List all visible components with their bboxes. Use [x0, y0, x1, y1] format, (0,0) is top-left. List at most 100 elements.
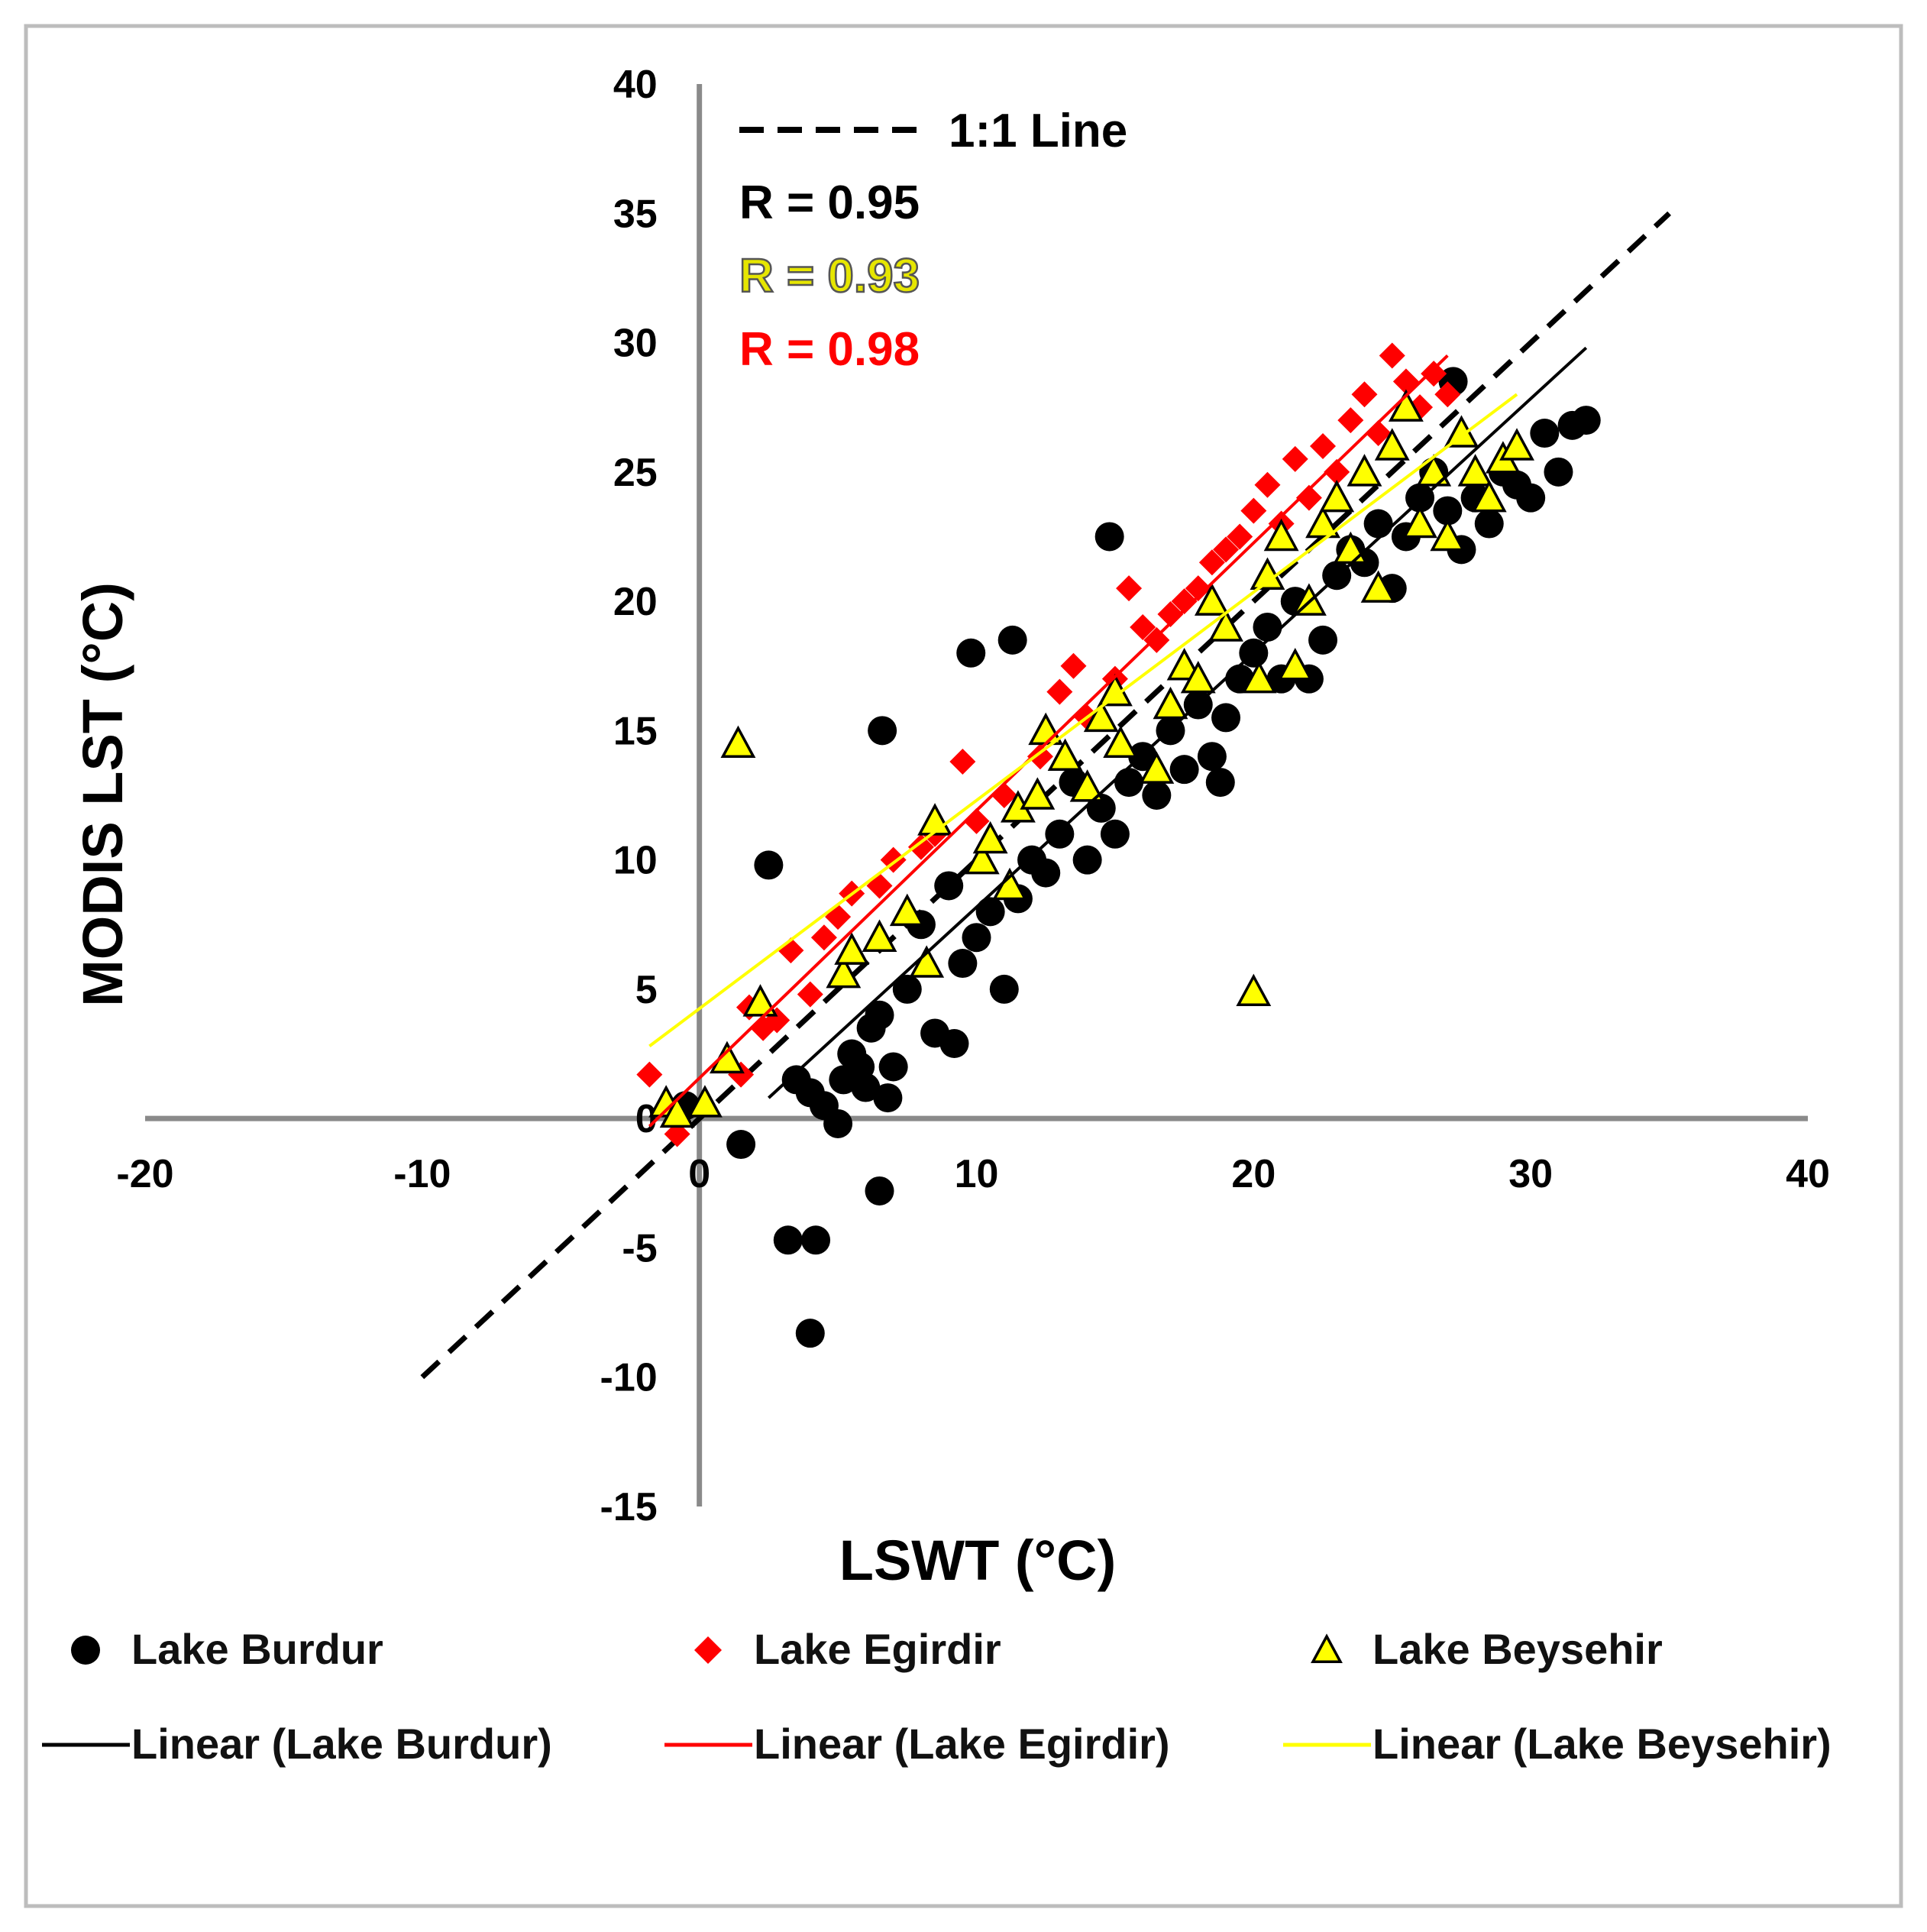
- annotation-label: 1:1 Line: [949, 105, 1127, 157]
- x-tick-label: -10: [393, 1152, 451, 1196]
- data-point: [1571, 406, 1601, 435]
- data-point: [1236, 973, 1272, 1007]
- data-points: [636, 342, 1601, 1348]
- data-point: [1020, 777, 1056, 810]
- data-point: [1360, 570, 1396, 603]
- y-tick-label: -15: [600, 1485, 658, 1529]
- data-point: [868, 716, 897, 746]
- data-point: [1337, 407, 1364, 434]
- data-point: [873, 1083, 903, 1113]
- data-point: [795, 1319, 825, 1348]
- x-tick-label: 30: [1508, 1152, 1553, 1196]
- data-point: [975, 897, 1005, 927]
- data-point: [742, 984, 778, 1017]
- legend-marker: [694, 1636, 722, 1664]
- y-axis-title: MODIS LST (°C): [71, 582, 134, 1007]
- data-point: [1263, 518, 1299, 552]
- data-point: [1282, 445, 1308, 472]
- data-point: [810, 924, 837, 951]
- data-point: [1171, 588, 1198, 615]
- data-point: [851, 1073, 881, 1102]
- data-point: [773, 1225, 803, 1255]
- data-point: [1379, 342, 1405, 369]
- data-point: [862, 919, 897, 952]
- data-point: [1457, 454, 1493, 487]
- data-point: [801, 1225, 831, 1255]
- data-point: [1416, 454, 1452, 487]
- data-point: [1072, 845, 1102, 875]
- data-point: [1130, 613, 1156, 640]
- data-point: [1116, 575, 1143, 602]
- data-point: [1421, 361, 1447, 387]
- legend: Lake Burdur Lake Egirdir Lake Beysehir Line…: [42, 1625, 1832, 1768]
- data-point: [1166, 648, 1202, 681]
- annotations: 1:1 Line R = 0.95 R = 0.93 R = 0.98: [739, 105, 1128, 376]
- legend-label: Lake Burdur: [131, 1625, 383, 1673]
- x-tick-label: 20: [1231, 1152, 1276, 1196]
- legend-label: Linear (Lake Burdur): [131, 1720, 552, 1768]
- data-point: [1433, 496, 1463, 526]
- data-point: [659, 1095, 695, 1128]
- data-point: [1324, 458, 1350, 485]
- trendlines: [648, 346, 1588, 1128]
- data-point: [865, 1176, 894, 1205]
- data-point: [1100, 819, 1130, 849]
- data-point: [1197, 742, 1227, 772]
- data-point: [1198, 549, 1225, 576]
- x-axis-title: LSWT (°C): [839, 1529, 1116, 1592]
- data-point: [1430, 518, 1466, 552]
- data-point: [1185, 575, 1211, 602]
- data-point: [720, 725, 756, 759]
- data-point: [1194, 583, 1230, 616]
- data-point: [1142, 781, 1172, 810]
- data-point: [865, 1000, 894, 1030]
- y-tick-label: 5: [635, 968, 658, 1012]
- trendline: [768, 346, 1588, 1099]
- data-point: [997, 625, 1027, 655]
- y-tick-label: 35: [613, 192, 658, 236]
- r-value-label: R = 0.93: [739, 250, 920, 303]
- data-point: [1308, 625, 1338, 655]
- axes: [145, 84, 1808, 1506]
- data-point: [1474, 509, 1504, 539]
- x-tick-label: 40: [1786, 1152, 1830, 1196]
- legend-label: Linear (Lake Beysehir): [1373, 1720, 1832, 1768]
- data-point: [1351, 381, 1378, 408]
- data-point: [687, 1085, 723, 1118]
- legend-marker: [71, 1636, 100, 1665]
- data-point: [1544, 457, 1573, 487]
- data-point: [956, 638, 986, 668]
- y-tick-label: -10: [600, 1356, 658, 1400]
- x-tick-label: 10: [955, 1152, 999, 1196]
- y-tick-label: 10: [613, 839, 658, 883]
- data-point: [1208, 609, 1243, 642]
- data-point: [1241, 660, 1277, 694]
- legend-label: Lake Beysehir: [1373, 1625, 1663, 1673]
- data-point: [963, 807, 990, 834]
- trendline: [648, 393, 1518, 1047]
- data-point: [636, 1061, 663, 1088]
- data-point: [1045, 819, 1075, 849]
- data-point: [1434, 381, 1461, 408]
- legend-marker: [1311, 1633, 1343, 1664]
- data-point: [1388, 389, 1424, 422]
- y-tick-label: 40: [613, 63, 658, 107]
- data-point: [1031, 858, 1061, 888]
- data-point: [1205, 768, 1235, 798]
- data-point: [778, 937, 804, 964]
- data-point: [1277, 648, 1313, 681]
- data-point: [1060, 652, 1087, 679]
- data-point: [1295, 484, 1322, 511]
- x-tick-label: 0: [688, 1152, 710, 1196]
- y-tick-label: 0: [635, 1097, 658, 1141]
- data-point: [1402, 505, 1437, 539]
- data-point: [934, 871, 964, 901]
- data-point: [939, 1029, 969, 1059]
- data-point: [892, 974, 922, 1004]
- data-point: [1530, 419, 1560, 448]
- data-point: [1103, 725, 1139, 759]
- data-point: [1047, 738, 1083, 771]
- data-point: [1094, 522, 1124, 552]
